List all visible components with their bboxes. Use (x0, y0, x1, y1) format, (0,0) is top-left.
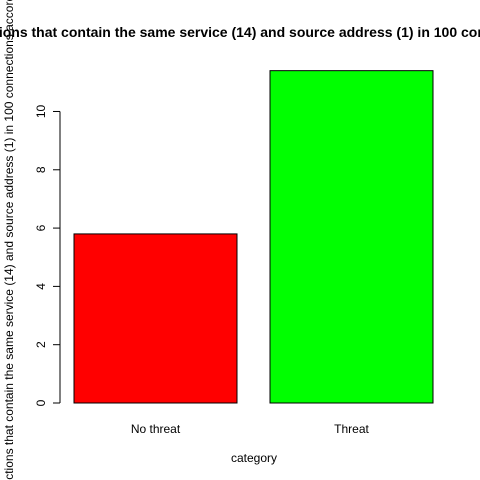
y-tick-label: 10 (34, 104, 48, 118)
y-tick-label: 4 (34, 283, 48, 290)
y-tick-label: 8 (34, 166, 48, 173)
y-tick-label: 6 (34, 224, 48, 231)
y-axis: 0 2 4 6 8 10 (34, 104, 61, 406)
x-tick-labels: No threat Threat (131, 422, 370, 436)
x-tick-label: No threat (131, 422, 181, 436)
y-axis-label: Mean count of connections that contain t… (2, 0, 16, 480)
x-tick-label: Threat (334, 422, 369, 436)
bar-no-threat (73, 233, 238, 404)
bar-threat (269, 70, 434, 404)
y-tick-label: 2 (34, 341, 48, 348)
chart-title: Mean count of connections that contain t… (0, 24, 480, 40)
bars (73, 70, 434, 404)
x-axis-label: category (231, 451, 277, 465)
y-tick-label: 0 (34, 399, 48, 406)
